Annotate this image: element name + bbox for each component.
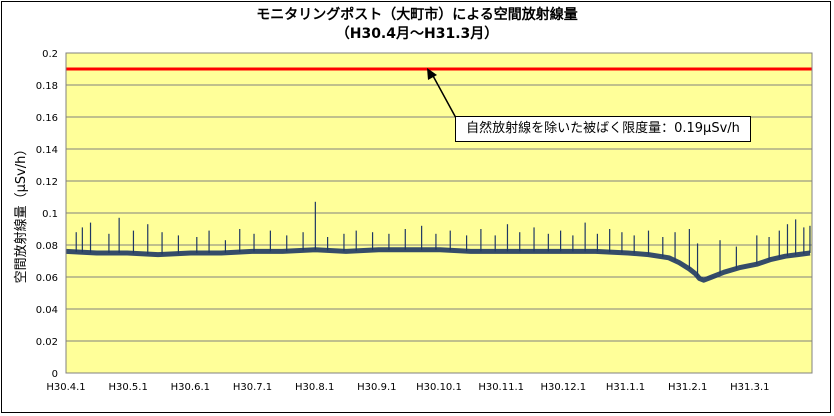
y-tick-label: 0.02: [36, 337, 58, 348]
annotation-arrow: [427, 68, 457, 119]
x-axis-ticks: H30.4.1 H30.5.1 H30.6.1 H30.7.1 H30.8.1 H30.9…: [46, 382, 769, 393]
x-tick-label: H30.7.1: [233, 382, 272, 393]
x-tick-label: H30.5.1: [109, 382, 148, 393]
x-tick-label: H30.8.1: [295, 382, 334, 393]
x-tick-label: H31.1.1: [606, 382, 645, 393]
x-tick-label: H30.6.1: [171, 382, 210, 393]
x-tick-label: H31.3.1: [730, 382, 769, 393]
y-tick-label: 0.12: [36, 177, 58, 188]
limit-annotation: 自然放射線を除いた被ばく限度量：0.19μSv/h: [455, 116, 751, 142]
x-tick-label: H30.11.1: [478, 382, 524, 393]
y-tick-label: 0.04: [36, 305, 58, 316]
series-group: [65, 201, 811, 283]
y-tick-label: 0.1: [42, 209, 58, 220]
y-tick-label: 0.2: [42, 49, 58, 60]
y-tick-label: 0.06: [36, 273, 58, 284]
y-tick-label: 0.08: [36, 241, 58, 252]
plot-border: [65, 52, 813, 374]
x-tick-label: H30.12.1: [540, 382, 586, 393]
y-axis-label: 空間放射線量（μSv/h）: [13, 143, 29, 284]
chart-title: モニタリングポスト（大町市）による空間放射線量 （H30.4月～H31.3月）: [0, 6, 834, 44]
chart-title-line1: モニタリングポスト（大町市）による空間放射線量: [256, 7, 578, 23]
x-tick-label: H30.9.1: [357, 382, 396, 393]
y-tick-label: 0.14: [36, 145, 58, 156]
x-tick-label: H30.4.1: [46, 382, 85, 393]
series-line: [65, 247, 811, 283]
y-tick-label: 0.18: [36, 81, 58, 92]
x-tick-label: H30.10.1: [416, 382, 462, 393]
y-tick-label: 0: [52, 369, 58, 380]
y-axis-ticks: 0 0.02 0.04 0.06 0.08 0.1 0.12 0.14 0.16 0.18 0.2: [36, 49, 58, 380]
x-tick-label: H31.2.1: [668, 382, 707, 393]
y-tick-label: 0.16: [36, 113, 58, 124]
chart-title-line2: （H30.4月～H31.3月）: [335, 26, 499, 42]
